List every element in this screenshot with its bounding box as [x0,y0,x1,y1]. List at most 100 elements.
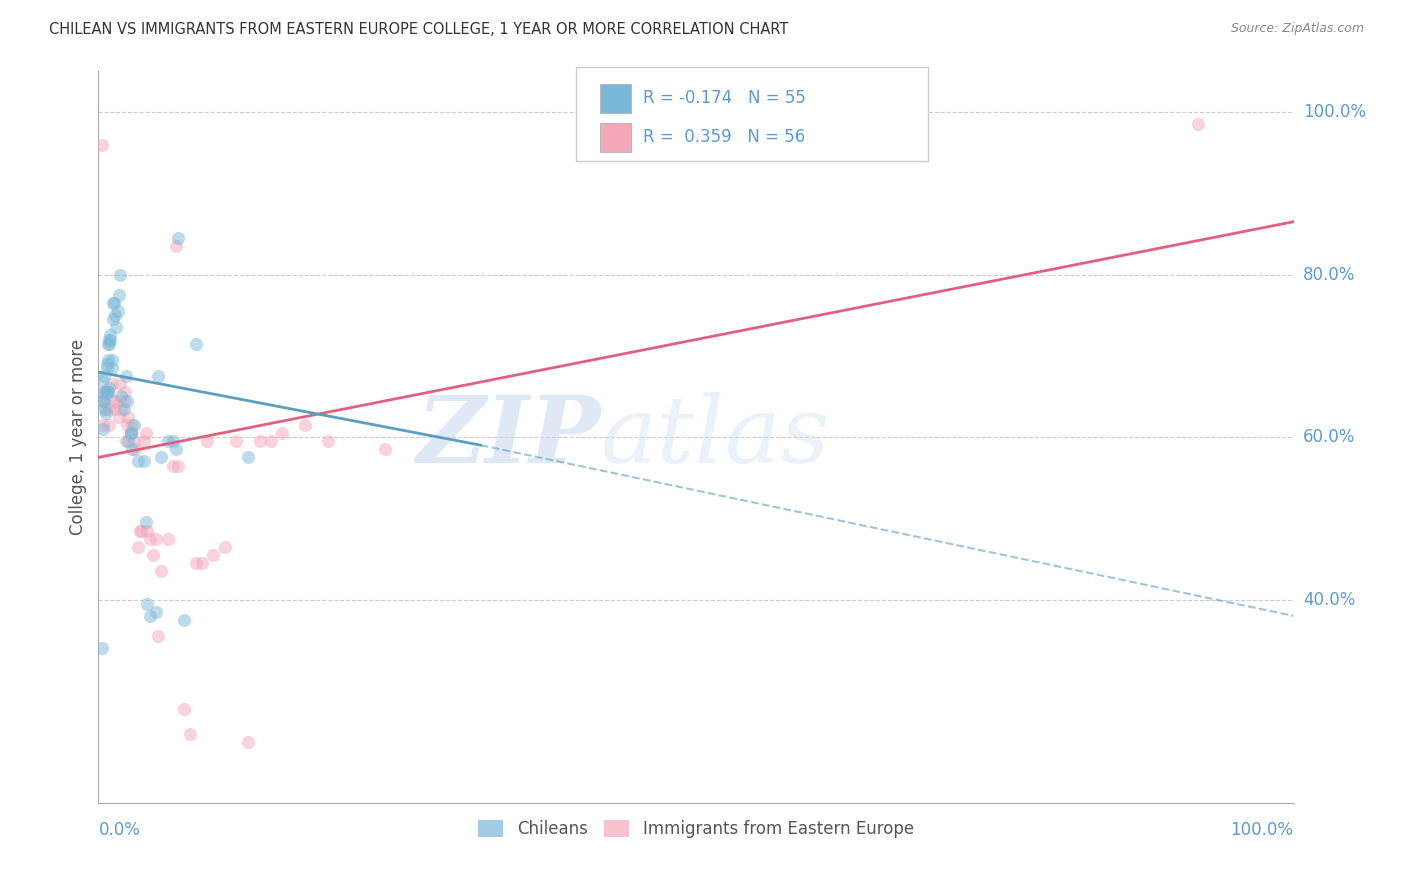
Text: atlas: atlas [600,392,830,482]
Point [94,406,117,420]
Text: R = -0.174   N = 55: R = -0.174 N = 55 [643,89,806,107]
Point [132,434,155,449]
Point [167,458,190,473]
Point [98,417,121,432]
Point [202,548,225,562]
Point [162,458,184,473]
Point [156,434,179,449]
Point [186,336,208,351]
Legend: Chileans, Immigrants from Eastern Europe: Chileans, Immigrants from Eastern Europe [478,820,914,838]
Point [97,385,120,400]
Point [131,524,153,538]
Point [100,377,122,392]
Point [117,434,139,449]
Point [127,540,149,554]
Point [100,361,122,376]
Point [91,422,114,436]
Point [135,516,157,530]
Point [108,377,131,392]
Point [101,312,124,326]
Point [108,268,131,282]
Point [115,369,138,384]
Point [135,425,157,440]
Point [107,409,129,424]
Point [96,357,118,371]
Point [91,393,114,408]
Point [91,373,114,387]
Text: 100.0%: 100.0% [1303,103,1367,121]
Point [259,434,281,449]
Point [186,556,208,570]
Point [173,702,195,716]
Point [114,385,136,400]
Text: 60.0%: 60.0% [1303,428,1355,446]
Point [115,393,138,408]
Point [225,434,247,449]
Point [236,450,259,465]
Point [104,401,127,416]
Point [148,629,170,643]
Point [105,320,128,334]
Point [101,296,124,310]
Point [136,597,159,611]
Text: 40.0%: 40.0% [1303,591,1355,608]
Point [129,524,152,538]
Point [149,564,172,578]
Point [120,425,142,440]
Point [115,434,138,449]
Point [103,296,125,310]
Text: 80.0%: 80.0% [1303,266,1355,284]
Text: Source: ZipAtlas.com: Source: ZipAtlas.com [1230,22,1364,36]
Point [115,417,138,432]
Point [145,532,167,546]
Point [98,336,121,351]
Point [98,328,122,343]
Point [91,417,114,432]
Point [96,385,118,400]
Text: R =  0.359   N = 56: R = 0.359 N = 56 [643,128,804,146]
Point [112,393,135,408]
Point [110,401,132,416]
Point [162,434,184,449]
Point [149,450,172,465]
Point [91,393,114,408]
Point [132,454,155,468]
Point [145,605,167,619]
Point [93,385,115,400]
Point [112,401,135,416]
Point [139,532,162,546]
Point [91,137,114,152]
Point [374,442,396,457]
Point [191,556,214,570]
Point [148,369,170,384]
Point [105,393,128,408]
Text: 100.0%: 100.0% [1230,821,1294,839]
Point [98,333,122,347]
Point [91,641,114,656]
Text: ZIP: ZIP [416,392,600,482]
Point [127,454,149,468]
Point [316,434,339,449]
Point [121,417,143,432]
Point [98,333,121,347]
Point [142,548,165,562]
Point [107,288,129,302]
Point [93,401,115,416]
Point [121,442,143,457]
Y-axis label: College, 1 year or more: College, 1 year or more [69,339,87,535]
Point [97,352,120,367]
Point [104,308,127,322]
Point [165,442,187,457]
Point [173,613,195,627]
Point [93,393,115,408]
Point [124,442,146,457]
Point [124,434,146,449]
Point [271,425,294,440]
Point [136,524,159,538]
Point [97,336,120,351]
Point [195,434,218,449]
Point [167,231,190,245]
Point [100,352,122,367]
Point [96,385,118,400]
Point [120,425,142,440]
